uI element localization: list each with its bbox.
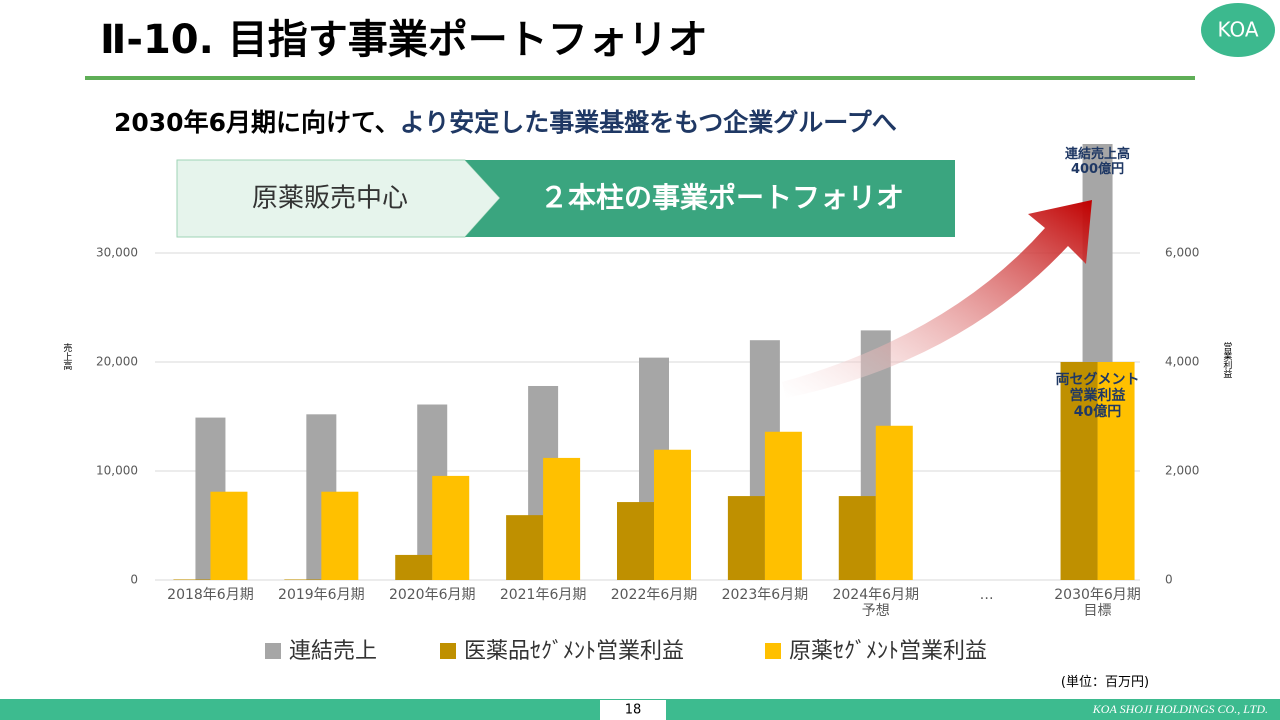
y-tick-label: 10,000 xyxy=(96,464,138,478)
y2-tick-label: 6,000 xyxy=(1165,246,1199,260)
x-tick-label: 2023年6月期 xyxy=(721,587,809,603)
y2-axis-label: 営業利益 xyxy=(1221,342,1232,378)
y-tick-label: 30,000 xyxy=(96,246,138,260)
y2-tick-label: 4,000 xyxy=(1165,355,1199,369)
banner-from-text: 原薬販売中心 xyxy=(252,184,408,214)
subtitle-emphasis: より安定した事業基盤をもつ企業グループへ xyxy=(400,108,897,137)
x-tick-label: … xyxy=(979,587,994,603)
bar xyxy=(284,579,322,580)
bar xyxy=(321,491,359,580)
plot: 0 10,000 20,000 30,000 0 2,000 4,000 6,000 連結売上 医… xyxy=(96,144,1199,664)
bar xyxy=(432,475,470,580)
bar xyxy=(543,457,581,580)
slide-title: Ⅱ-10. 目指す事業ポートフォリオ xyxy=(100,17,708,63)
title-rule xyxy=(85,76,1195,80)
footer-company: KOA SHOJI HOLDINGS CO., LTD. xyxy=(1092,702,1268,716)
bar xyxy=(395,554,433,580)
legend-label: 医薬品ｾｸﾞﾒﾝﾄ営業利益 xyxy=(464,639,684,664)
y-axis-label: 売上高 xyxy=(61,343,72,370)
banner-to xyxy=(465,160,955,237)
y-tick-label: 20,000 xyxy=(96,355,138,369)
page-box xyxy=(600,700,666,720)
x-tick-label: 2021年6月期 xyxy=(499,587,587,603)
legend-label: 連結売上 xyxy=(289,639,377,664)
bar xyxy=(506,515,544,580)
logo: KOA xyxy=(1217,18,1258,42)
annotation: 両セグメント 営業利益 40億円 xyxy=(1055,372,1140,421)
legend-swatch xyxy=(765,643,781,659)
bar xyxy=(727,496,765,580)
legend-label: 原薬ｾｸﾞﾒﾝﾄ営業利益 xyxy=(789,639,987,664)
page-number: 18 xyxy=(625,703,642,718)
growth-arrow xyxy=(782,200,1092,398)
logo-badge xyxy=(1201,3,1275,57)
x-tick-label: 2022年6月期 xyxy=(610,587,698,603)
y-tick-label: 0 xyxy=(130,573,138,587)
bar xyxy=(875,425,913,580)
y2-tick-label: 0 xyxy=(1165,573,1173,587)
subtitle: 2030年6月期に向けて、より安定した事業基盤をもつ企業グループへ xyxy=(114,108,897,137)
bar xyxy=(1097,362,1135,580)
x-tick-label: 2020年6月期 xyxy=(388,587,476,603)
banner-to-text: ２本柱の事業ポートフォリオ xyxy=(540,181,904,214)
y2-tick-label: 2,000 xyxy=(1165,464,1199,478)
bar xyxy=(173,579,211,580)
bar xyxy=(617,502,654,580)
legend-swatch xyxy=(440,643,456,659)
subtitle-lead: 2030年6月期に向けて、 xyxy=(114,108,400,137)
x-tick-label: 2030年6月期 目標 xyxy=(1054,587,1141,620)
bar xyxy=(764,431,802,580)
unit-note: (単位：百万円) xyxy=(1060,675,1150,690)
x-tick-label: 2019年6月期 xyxy=(278,587,365,603)
legend-swatch xyxy=(265,643,281,659)
bar xyxy=(210,491,248,580)
bar xyxy=(654,449,691,580)
bar xyxy=(1060,362,1098,580)
bar xyxy=(838,496,876,580)
annotation: 連結売上高 400億円 xyxy=(1065,147,1131,177)
x-tick-label: 2024年6月期 予想 xyxy=(832,587,920,620)
x-tick-label: 2018年6月期 xyxy=(167,587,254,603)
